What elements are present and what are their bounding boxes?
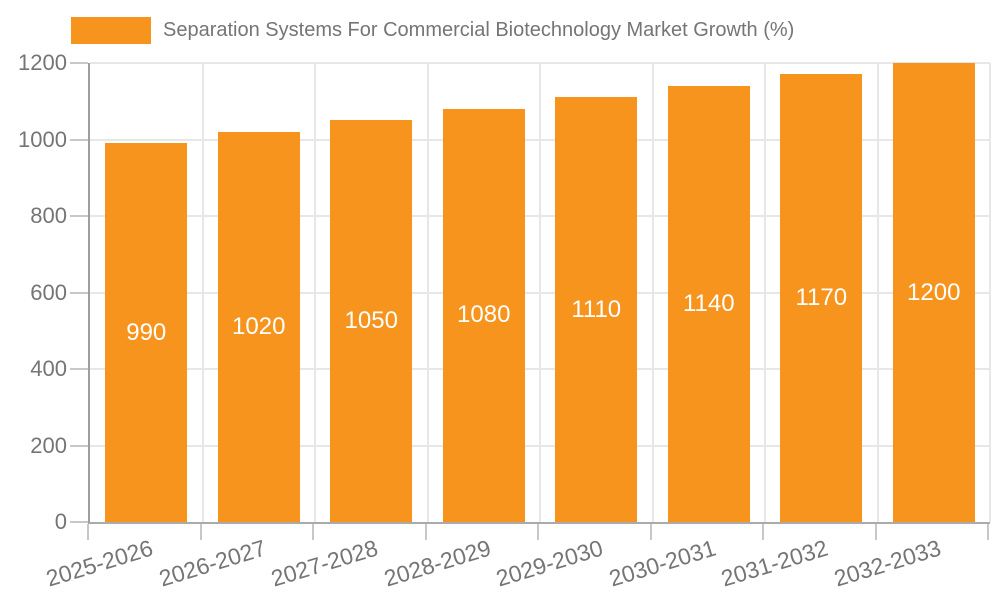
x-tick-label: 2030-2031 xyxy=(605,534,719,592)
bar-value-label: 990 xyxy=(126,318,167,346)
bar xyxy=(217,131,300,522)
bar xyxy=(330,120,413,522)
x-axis-tick xyxy=(649,524,652,540)
gridline-v xyxy=(539,63,541,522)
bar xyxy=(892,63,975,522)
x-tick-label: 2029-2030 xyxy=(493,534,607,592)
y-axis-tick xyxy=(70,62,88,64)
x-tick-label: 2027-2028 xyxy=(268,534,382,592)
y-tick-label: 200 xyxy=(30,432,67,458)
bar xyxy=(780,74,863,522)
x-axis-tick xyxy=(199,524,202,540)
gridline-v xyxy=(201,63,204,522)
bar xyxy=(105,143,188,522)
y-axis-tick xyxy=(70,215,88,217)
gridline-v xyxy=(426,63,429,522)
bar-value-label: 1200 xyxy=(907,278,961,306)
x-tick-label: 2032-2033 xyxy=(830,534,944,592)
plot-area: 990 1020 1050 1080 1110 1140 1170 1200 xyxy=(88,62,991,524)
bar xyxy=(555,97,638,522)
y-tick-label: 600 xyxy=(30,279,67,305)
y-tick-label: 800 xyxy=(30,203,67,228)
bar-value-label: 1050 xyxy=(344,307,398,335)
y-tick-label: 0 xyxy=(54,509,67,534)
x-axis-tick xyxy=(537,524,539,540)
legend-swatch xyxy=(71,17,151,44)
gridline-v xyxy=(651,63,654,522)
gridline-v xyxy=(764,63,766,522)
y-axis-tick xyxy=(70,521,88,523)
gridline-v xyxy=(876,63,879,522)
bar xyxy=(442,108,525,522)
x-axis-tick xyxy=(987,524,989,540)
y-axis-tick xyxy=(70,368,88,370)
y-axis-tick xyxy=(70,444,88,447)
bar xyxy=(667,85,750,522)
x-axis-tick xyxy=(762,524,764,540)
x-axis-tick xyxy=(87,524,89,540)
x-axis-tick xyxy=(874,524,877,540)
x-tick-label: 2026-2027 xyxy=(155,534,269,592)
gridline-v xyxy=(314,63,316,522)
x-axis-tick xyxy=(312,524,314,540)
bar-value-label: 1170 xyxy=(795,284,848,312)
y-tick-label: 1000 xyxy=(18,126,67,152)
y-axis-tick xyxy=(70,138,88,141)
x-tick-label: 2031-2032 xyxy=(718,534,832,592)
y-axis-tick xyxy=(70,291,88,294)
x-tick-label: 2025-2026 xyxy=(43,534,157,592)
bar-value-label: 1080 xyxy=(457,301,511,329)
bar-value-label: 1020 xyxy=(232,312,286,340)
x-axis-tick xyxy=(424,524,427,540)
x-tick-label: 2028-2029 xyxy=(380,534,494,592)
gridline-v xyxy=(989,63,991,522)
y-tick-label: 1200 xyxy=(18,50,67,75)
legend: Separation Systems For Commercial Biotec… xyxy=(0,0,1000,60)
bar-value-label: 1110 xyxy=(571,295,622,323)
legend-label: Separation Systems For Commercial Biotec… xyxy=(163,19,795,41)
y-tick-label: 400 xyxy=(30,356,67,381)
bar-value-label: 1140 xyxy=(682,289,735,317)
